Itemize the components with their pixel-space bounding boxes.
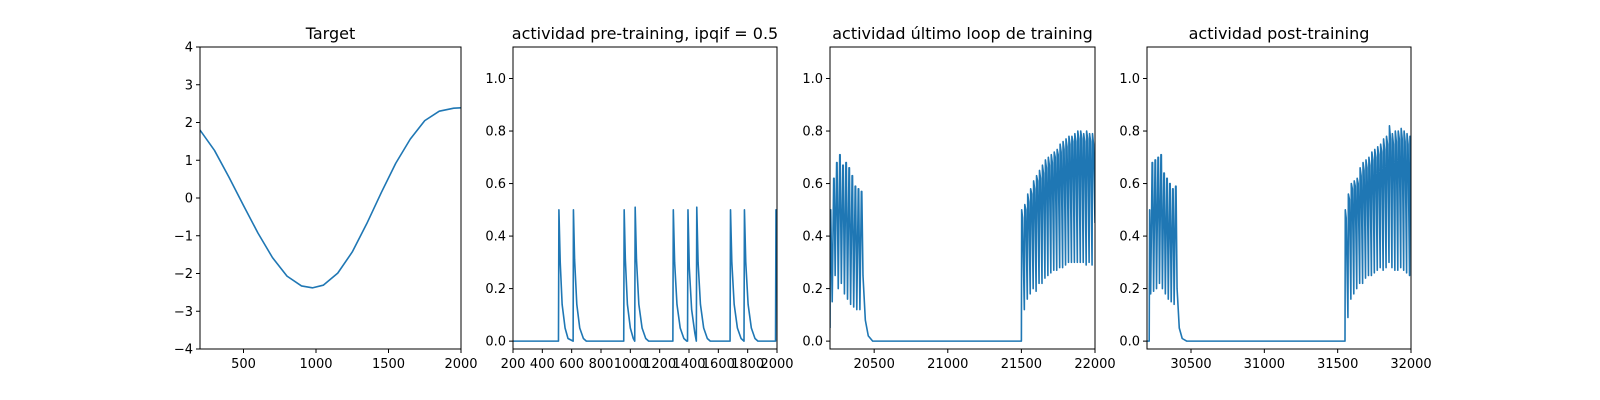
subplot-target: Target 500 1000 1500 2000 −4 −3 −2 −1 0 1 2 3 4 xyxy=(174,24,478,372)
y-tick-label: 1 xyxy=(185,154,193,169)
y-tick-label: −4 xyxy=(174,343,193,358)
x-tick-label: 1200 xyxy=(643,357,676,372)
y-tick-label: 0.6 xyxy=(802,177,823,192)
y-tick-label: 0.4 xyxy=(802,230,823,245)
y-tick-label: 0.8 xyxy=(485,125,506,140)
y-tick-label: 3 xyxy=(185,78,193,93)
y-tick-label: 0.0 xyxy=(1119,335,1140,350)
y-tick-label: 0.6 xyxy=(485,177,506,192)
y-tick-label: 0.4 xyxy=(1119,230,1140,245)
y-tick-label: 0 xyxy=(185,192,193,207)
y-tick-label: 2 xyxy=(185,116,193,131)
x-tick-label: 800 xyxy=(589,357,614,372)
y-tick-label: 0.8 xyxy=(1119,125,1140,140)
series-line xyxy=(1147,124,1411,342)
subplot-pre-training: actividad pre-training, ipqif = 0.5 200 40… xyxy=(485,24,793,372)
subplot-title: actividad post-training xyxy=(1189,24,1370,43)
x-tick-label: 500 xyxy=(231,357,256,372)
y-tick-label: −2 xyxy=(174,267,193,282)
x-tick-label: 400 xyxy=(530,357,555,372)
y-tick-label: 0.0 xyxy=(485,335,506,350)
x-tick-label: 600 xyxy=(559,357,584,372)
subplot-post-training: actividad post-training 30500 31000 31500 32… xyxy=(1119,24,1431,372)
y-tick-label: 0.0 xyxy=(802,335,823,350)
y-tick-label: 0.8 xyxy=(802,125,823,140)
y-tick-label: 1.0 xyxy=(802,72,823,87)
x-tick-label: 32000 xyxy=(1390,357,1431,372)
y-tick-label: 0.2 xyxy=(802,282,823,297)
series-line xyxy=(513,206,777,342)
y-tick-label: 0.6 xyxy=(1119,177,1140,192)
x-tick-label: 1400 xyxy=(672,357,705,372)
x-tick-label: 1000 xyxy=(299,357,332,372)
series-line xyxy=(200,106,461,289)
x-tick-label: 1800 xyxy=(731,357,764,372)
x-tick-label: 31500 xyxy=(1317,357,1358,372)
y-tick-label: 0.4 xyxy=(485,230,506,245)
x-tick-label: 31000 xyxy=(1244,357,1285,372)
x-tick-label: 21000 xyxy=(927,357,968,372)
axes-frame xyxy=(829,46,1096,350)
y-tick-label: 0.2 xyxy=(1119,282,1140,297)
x-tick-label: 22000 xyxy=(1074,357,1115,372)
y-tick-label: 1.0 xyxy=(485,72,506,87)
x-tick-label: 20500 xyxy=(853,357,894,372)
y-tick-label: 4 xyxy=(185,41,193,56)
y-tick-label: 1.0 xyxy=(1119,72,1140,87)
x-tick-label: 1000 xyxy=(614,357,647,372)
subplot-title: Target xyxy=(305,24,356,43)
y-tick-label: 0.2 xyxy=(485,282,506,297)
x-tick-label: 21500 xyxy=(1001,357,1042,372)
axes-frame xyxy=(512,46,778,350)
x-tick-label: 2000 xyxy=(760,357,793,372)
x-tick-label: 1500 xyxy=(372,357,405,372)
subplot-title: actividad último loop de training xyxy=(832,24,1093,43)
subplot-title: actividad pre-training, ipqif = 0.5 xyxy=(512,24,778,43)
y-tick-label: −1 xyxy=(174,229,193,244)
subplot-last-training-loop: actividad último loop de training 20500 21… xyxy=(802,24,1115,372)
x-tick-label: 2000 xyxy=(444,357,477,372)
x-tick-label: 1600 xyxy=(702,357,735,372)
series-line xyxy=(830,130,1095,342)
axes-frame xyxy=(1146,46,1412,350)
y-tick-label: −3 xyxy=(174,305,193,320)
x-tick-label: 30500 xyxy=(1170,357,1211,372)
x-tick-label: 200 xyxy=(501,357,526,372)
